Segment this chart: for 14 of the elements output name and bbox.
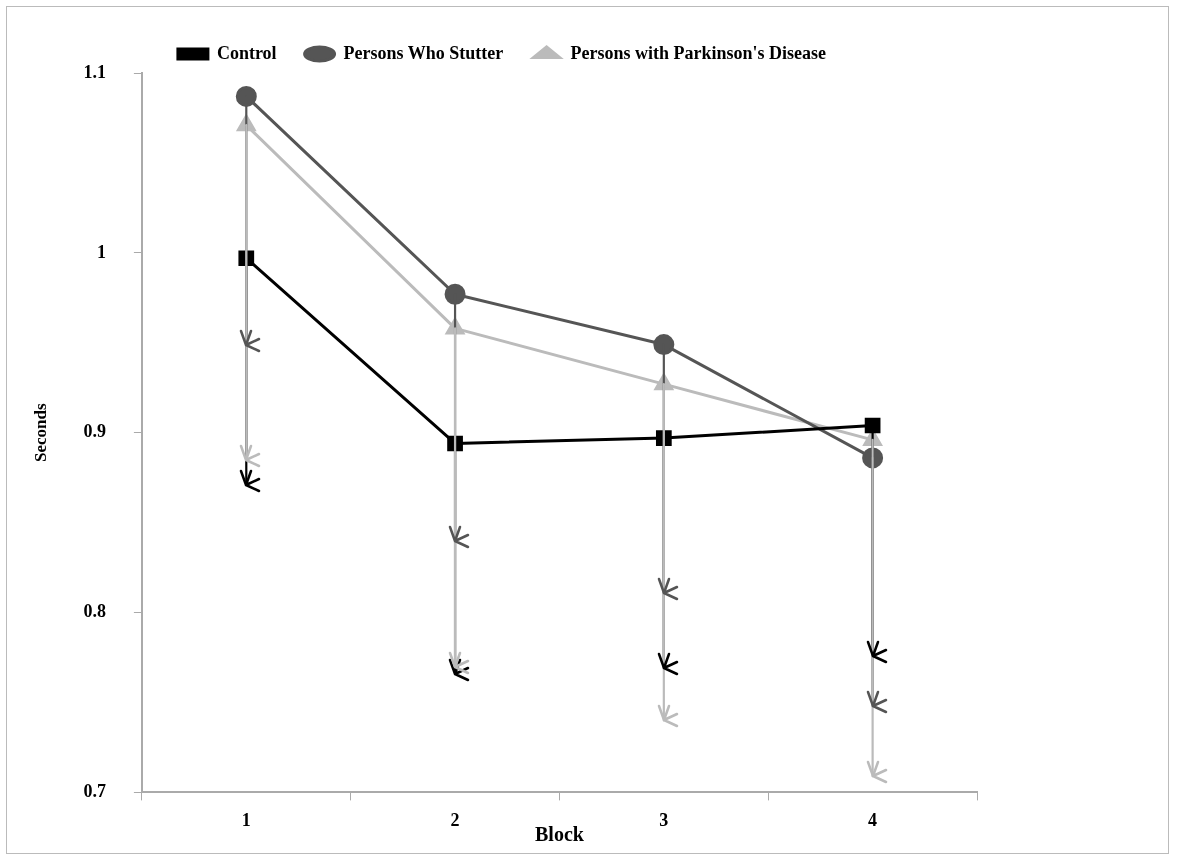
x-tick-label: 4 [868, 809, 878, 830]
y-tick-label: 0.9 [83, 421, 106, 442]
y-tick-label: 1.1 [83, 61, 106, 82]
x-axis-title: Block [535, 823, 585, 846]
x-tick-label: 2 [450, 809, 460, 830]
y-axis-title: Seconds [30, 403, 50, 462]
legend-label: Persons with Parkinson's Disease [570, 42, 827, 63]
y-tick-label: 0.8 [83, 601, 106, 622]
legend-label: Control [216, 42, 277, 63]
legend-label: Persons Who Stutter [343, 42, 504, 63]
y-tick-label: 0.7 [83, 781, 106, 802]
y-tick-label: 1 [96, 241, 106, 262]
x-tick-label: 3 [659, 809, 669, 830]
x-tick-label: 1 [241, 809, 251, 830]
